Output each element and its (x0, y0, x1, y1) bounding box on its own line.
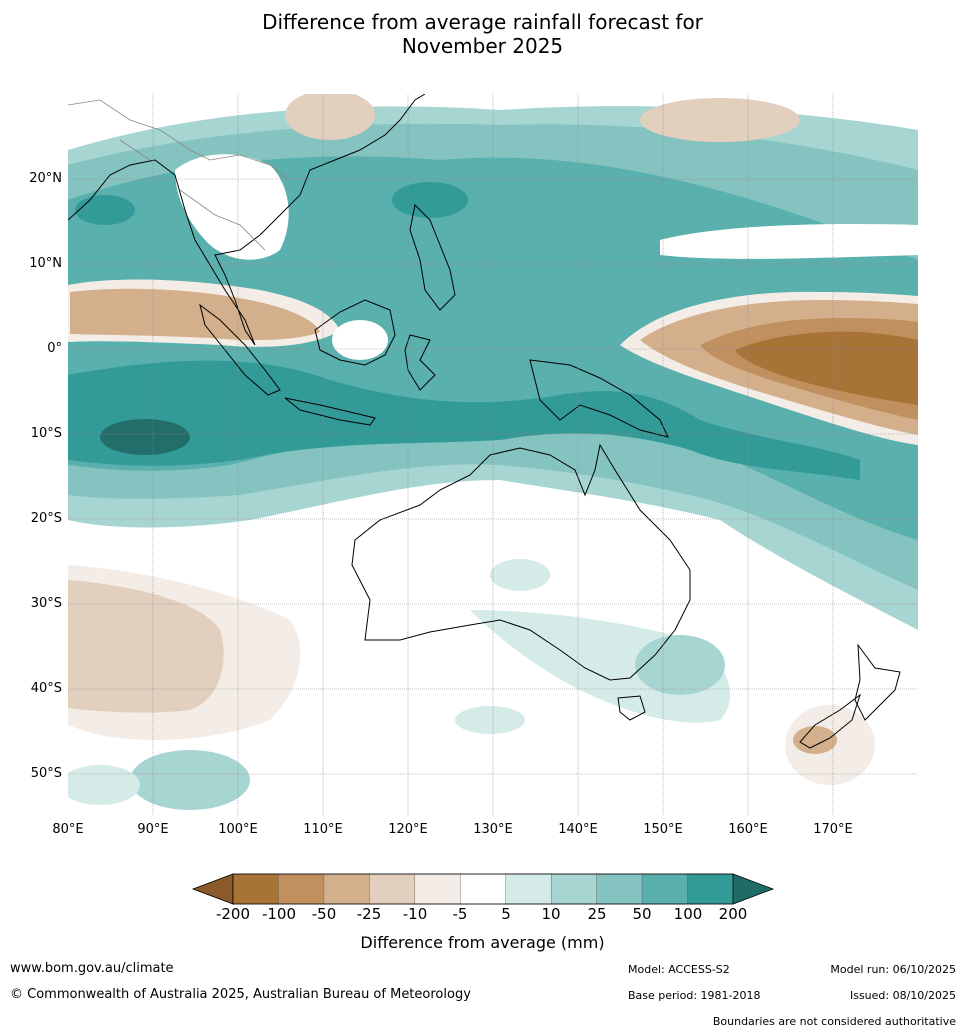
sumatra-outline (199, 303, 281, 396)
central-aus-wet (490, 559, 550, 591)
colorbar-segment (687, 873, 734, 905)
australia-outline (351, 443, 691, 681)
colorbar-frame (232, 873, 734, 905)
colorbar-tick: 25 (587, 905, 607, 923)
dry-indian-band-25 (70, 288, 320, 340)
wet-core-bay (75, 195, 135, 225)
footer-base-period: Base period: 1981-2018 (628, 989, 761, 1002)
lon-label-160e: 160°E (728, 822, 768, 837)
colorbar-tick: 10 (541, 905, 561, 923)
colorbar-segment (596, 873, 643, 905)
colorbar-tick: 5 (501, 905, 511, 923)
colorbar-segment (460, 873, 507, 905)
colorbar (191, 873, 775, 905)
lat-label-20s: 20°S (30, 511, 62, 526)
title-line-1: Difference from average rainfall forecas… (262, 10, 703, 34)
colorbar-segment (641, 873, 689, 905)
lon-label-150e: 150°E (643, 822, 683, 837)
lon-label-80e: 80°E (52, 822, 84, 837)
colorbar-segment (323, 873, 371, 905)
graticule (68, 94, 918, 816)
colorbar-segment (505, 873, 552, 905)
lon-label-170e: 170°E (813, 822, 853, 837)
chart-title: Difference from average rainfall forecas… (0, 10, 965, 58)
colorbar-tick: -200 (215, 905, 251, 923)
title-line-2: November 2025 (401, 34, 564, 58)
lon-label-140e: 140°E (558, 822, 598, 837)
colorbar-segment (369, 873, 416, 905)
asia-coast-outline (68, 94, 426, 346)
footer-disclaimer: Boundaries are not considered authoritat… (712, 1015, 956, 1028)
asia-borders (68, 99, 291, 251)
wet-band-100 (68, 360, 860, 480)
wet-core-200 (100, 419, 190, 455)
dry-pacific-100 (735, 331, 918, 405)
footer-url[interactable]: www.bom.gov.au/climate (10, 961, 174, 976)
footer-model: Model: ACCESS-S2 (628, 963, 730, 976)
colorbar-max-arrow (732, 873, 775, 905)
lat-label-20n: 20°N (29, 171, 62, 186)
south-wet-patch (455, 706, 525, 734)
colorbar-segment (232, 873, 280, 905)
lon-label-110e: 110°E (303, 822, 343, 837)
lon-label-120e: 120°E (388, 822, 428, 837)
sw-south-wet (68, 765, 140, 805)
lon-label-90e: 90°E (137, 822, 169, 837)
south-indian-dry-25 (68, 580, 224, 713)
wet-core-sc-sea (392, 182, 468, 218)
lat-label-0: 0° (47, 341, 62, 356)
nz-south-outline (799, 693, 861, 749)
lon-label-100e: 100°E (218, 822, 258, 837)
borneo-outline (314, 299, 396, 366)
colorbar-segment (550, 873, 598, 905)
lon-label-130e: 130°E (473, 822, 513, 837)
north-white-patch (175, 154, 289, 260)
borneo-dry-patch (332, 320, 388, 360)
java-outline (284, 397, 376, 426)
sulawesi-outline (404, 334, 436, 391)
colorbar-title: Difference from average (mm) (360, 933, 605, 952)
colorbar-tick: -10 (402, 905, 428, 923)
map-field (68, 94, 918, 816)
lat-label-10n: 10°N (29, 256, 62, 271)
colorbar-tick: 200 (718, 905, 748, 923)
philippines-outline (409, 203, 456, 311)
tasman-dry-core (793, 726, 837, 754)
lat-label-50s: 50°S (30, 766, 62, 781)
tasmania-outline (617, 695, 646, 721)
colorbar-tick: 100 (673, 905, 703, 923)
far-south-wet (130, 750, 250, 810)
colorbar-tick: -25 (356, 905, 382, 923)
colorbar-tick: 50 (632, 905, 652, 923)
footer-issued: Issued: 08/10/2025 (849, 989, 956, 1002)
colorbar-min-arrow (191, 873, 234, 905)
lat-label-30s: 30°S (30, 596, 62, 611)
nz-north-outline (854, 643, 901, 721)
colorbar-tick: -100 (261, 905, 297, 923)
new-guinea-outline (529, 359, 669, 438)
lat-label-40s: 40°S (30, 681, 62, 696)
lat-label-10s: 10°S (30, 426, 62, 441)
pacific-white-strip (660, 223, 918, 259)
nw-pacific-dry (640, 98, 800, 142)
colorbar-tick: -50 (311, 905, 337, 923)
footer-copyright: © Commonwealth of Australia 2025, Austra… (10, 987, 471, 1002)
north-dry-patch (285, 94, 375, 140)
colorbar-tick: -5 (452, 905, 468, 923)
footer-model-run: Model run: 06/10/2025 (830, 963, 956, 976)
colorbar-segment (278, 873, 325, 905)
colorbar-segment (414, 873, 461, 905)
tasmania-wet-25 (635, 635, 725, 695)
